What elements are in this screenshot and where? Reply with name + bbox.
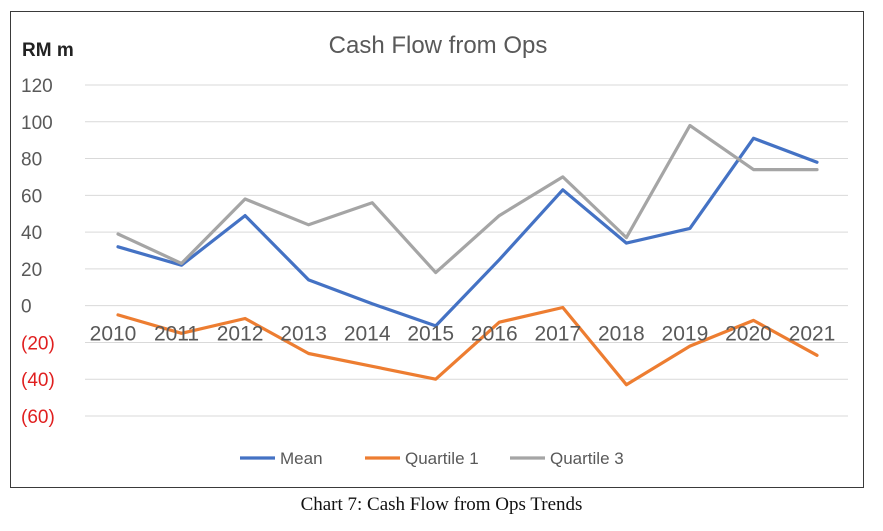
y-tick-label: 80 (21, 150, 42, 171)
legend-label: Mean (280, 449, 323, 468)
y-tick-label: 40 (21, 223, 42, 244)
x-tick-label: 2021 (789, 323, 836, 346)
x-tick-label: 2012 (217, 323, 264, 346)
y-axis-ticks: 120 100 80 60 40 20 0 (20) (40) (60) (21, 76, 55, 428)
y-tick-label: 60 (21, 186, 42, 207)
legend-label: Quartile 3 (550, 449, 624, 468)
series-line-quartile-3 (116, 123, 819, 275)
y-tick-label: 100 (21, 113, 53, 134)
x-tick-label: 2020 (725, 323, 772, 346)
chart-caption: Chart 7: Cash Flow from Ops Trends (300, 494, 583, 515)
y-tick-label: 0 (21, 297, 32, 318)
y-tick-label: 20 (21, 260, 42, 281)
series-line-mean (116, 136, 819, 328)
y-tick-label: (40) (21, 370, 55, 391)
cash-flow-chart: Cash Flow from Ops RM m 120 100 80 60 40 20 0 (… (21, 32, 848, 468)
x-tick-label: 2011 (154, 323, 199, 346)
x-tick-label: 2019 (662, 323, 709, 346)
x-tick-label: 2018 (598, 323, 645, 346)
series-line-quartile-1 (116, 305, 819, 387)
legend-label: Quartile 1 (405, 449, 479, 468)
legend: Mean Quartile 1 Quartile 3 (240, 449, 624, 468)
x-tick-label: 2013 (280, 323, 327, 346)
gridlines (85, 84, 848, 417)
y-axis-unit-label: RM m (22, 40, 74, 61)
x-tick-label: 2017 (534, 323, 581, 346)
series-lines (116, 123, 819, 387)
x-axis-ticks: 2010 2011 2012 2013 2014 2015 2016 2017 2018 2019… (90, 323, 836, 346)
y-tick-label: (60) (21, 407, 55, 428)
x-tick-label: 2016 (471, 323, 518, 346)
y-tick-label: 120 (21, 76, 53, 97)
chart-title: Cash Flow from Ops (329, 32, 548, 59)
x-tick-label: 2014 (344, 323, 391, 346)
x-tick-label: 2015 (407, 323, 454, 346)
y-tick-label: (20) (21, 333, 55, 354)
x-tick-label: 2010 (90, 323, 137, 346)
